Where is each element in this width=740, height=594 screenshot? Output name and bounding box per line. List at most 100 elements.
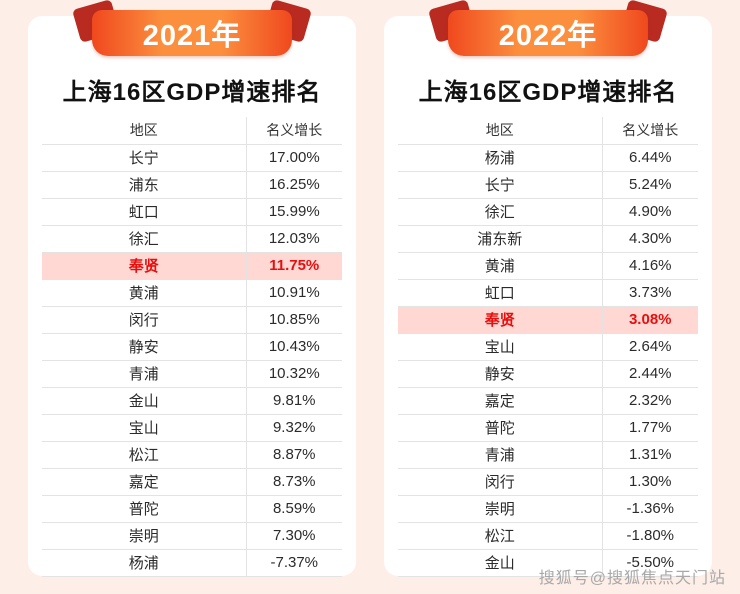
district-cell: 虹口 xyxy=(42,198,247,226)
column-header-growth: 名义增长 xyxy=(246,117,342,145)
district-cell: 浦东新 xyxy=(398,225,603,253)
column-header-district: 地区 xyxy=(398,117,603,145)
district-cell: 嘉定 xyxy=(398,387,603,415)
district-cell: 徐汇 xyxy=(42,225,247,253)
growth-cell: 10.43% xyxy=(246,333,342,361)
growth-cell: 10.85% xyxy=(246,306,342,334)
district-cell: 松江 xyxy=(398,522,603,550)
ribbon-banner: 2021年 xyxy=(92,10,292,56)
table-row: 普陀 1.77% xyxy=(398,414,698,442)
district-cell: 普陀 xyxy=(42,495,247,523)
table-row: 虹口 3.73% xyxy=(398,279,698,307)
table-row: 崇明 7.30% xyxy=(42,522,342,550)
district-cell: 长宁 xyxy=(42,144,247,172)
year-label: 2022年 xyxy=(498,20,598,52)
growth-cell: 1.30% xyxy=(602,468,698,496)
district-cell: 黄浦 xyxy=(42,279,247,307)
panel-title: 上海16区GDP增速排名 xyxy=(418,79,678,106)
growth-cell: -5.50% xyxy=(602,549,698,577)
table-row: 闵行 10.85% xyxy=(42,306,342,334)
table-row: 松江 -1.80% xyxy=(398,522,698,550)
table-row: 宝山 2.64% xyxy=(398,333,698,361)
growth-cell: 4.90% xyxy=(602,198,698,226)
district-cell: 闵行 xyxy=(42,306,247,334)
growth-cell: 6.44% xyxy=(602,144,698,172)
growth-cell: 5.24% xyxy=(602,171,698,199)
district-cell: 青浦 xyxy=(42,360,247,388)
growth-cell: 12.03% xyxy=(246,225,342,253)
panel-title: 上海16区GDP增速排名 xyxy=(62,79,322,106)
growth-cell: 7.30% xyxy=(246,522,342,550)
growth-cell: 17.00% xyxy=(246,144,342,172)
header-row: 地区 名义增长 xyxy=(42,117,342,145)
table-row: 金山 -5.50% xyxy=(398,549,698,577)
table-row: 长宁 5.24% xyxy=(398,171,698,199)
year-ribbon-2021: 2021年 xyxy=(42,0,342,58)
growth-cell: 8.87% xyxy=(246,441,342,469)
growth-cell: 9.81% xyxy=(246,387,342,415)
table-row: 宝山 9.32% xyxy=(42,414,342,442)
district-cell: 金山 xyxy=(398,549,603,577)
growth-cell: 4.16% xyxy=(602,252,698,280)
year-label: 2021年 xyxy=(142,20,242,52)
table-row: 黄浦 10.91% xyxy=(42,279,342,307)
watermark: 搜狐号@搜狐焦点天门站 xyxy=(538,570,726,587)
table-row: 虹口 15.99% xyxy=(42,198,342,226)
table-row: 崇明 -1.36% xyxy=(398,495,698,523)
growth-cell: 3.08% xyxy=(602,306,698,334)
district-cell: 青浦 xyxy=(398,441,603,469)
table-row: 黄浦 4.16% xyxy=(398,252,698,280)
growth-cell: 15.99% xyxy=(246,198,342,226)
growth-cell: 1.77% xyxy=(602,414,698,442)
table-row: 杨浦 -7.37% xyxy=(42,549,342,577)
district-cell: 长宁 xyxy=(398,171,603,199)
district-cell: 杨浦 xyxy=(42,549,247,577)
table-row: 杨浦 6.44% xyxy=(398,144,698,172)
table-row: 嘉定 8.73% xyxy=(42,468,342,496)
table-row: 金山 9.81% xyxy=(42,387,342,415)
growth-cell: 2.32% xyxy=(602,387,698,415)
growth-cell: 2.64% xyxy=(602,333,698,361)
district-cell: 静安 xyxy=(398,360,603,388)
growth-cell: 10.32% xyxy=(246,360,342,388)
table-row: 闵行 1.30% xyxy=(398,468,698,496)
district-cell: 杨浦 xyxy=(398,144,603,172)
district-cell: 黄浦 xyxy=(398,252,603,280)
growth-cell: 8.59% xyxy=(246,495,342,523)
district-cell: 宝山 xyxy=(42,414,247,442)
panel-2021: 2021年 上海16区GDP增速排名 地区 名义增长 长宁 17.00% 浦东 16.… xyxy=(28,0,356,577)
growth-cell: -1.80% xyxy=(602,522,698,550)
table-row: 长宁 17.00% xyxy=(42,144,342,172)
table-row: 浦东 16.25% xyxy=(42,171,342,199)
growth-cell: -1.36% xyxy=(602,495,698,523)
ribbon-banner: 2022年 xyxy=(448,10,648,56)
district-cell: 崇明 xyxy=(42,522,247,550)
growth-cell: 4.30% xyxy=(602,225,698,253)
table-row: 松江 8.87% xyxy=(42,441,342,469)
district-cell: 虹口 xyxy=(398,279,603,307)
growth-cell: 10.91% xyxy=(246,279,342,307)
table-row: 静安 10.43% xyxy=(42,333,342,361)
district-cell: 松江 xyxy=(42,441,247,469)
district-cell: 嘉定 xyxy=(42,468,247,496)
year-ribbon-2022: 2022年 xyxy=(398,0,698,58)
table-row: 静安 2.44% xyxy=(398,360,698,388)
table-row: 嘉定 2.32% xyxy=(398,387,698,415)
district-cell: 奉贤 xyxy=(398,306,603,334)
district-cell: 徐汇 xyxy=(398,198,603,226)
table-row: 浦东新 4.30% xyxy=(398,225,698,253)
district-cell: 金山 xyxy=(42,387,247,415)
column-header-growth: 名义增长 xyxy=(602,117,698,145)
growth-cell: 1.31% xyxy=(602,441,698,469)
district-cell: 静安 xyxy=(42,333,247,361)
header-row: 地区 名义增长 xyxy=(398,117,698,145)
gdp-table-2022: 地区 名义增长 杨浦 6.44% 长宁 5.24% 徐汇 4.90% 浦东新 4.30% 黄浦 4… xyxy=(398,117,698,577)
growth-cell: 2.44% xyxy=(602,360,698,388)
district-cell: 闵行 xyxy=(398,468,603,496)
district-cell: 奉贤 xyxy=(42,252,247,280)
gdp-table-2021: 地区 名义增长 长宁 17.00% 浦东 16.25% 虹口 15.99% 徐汇 12.03%… xyxy=(42,117,342,577)
district-cell: 宝山 xyxy=(398,333,603,361)
table-row: 徐汇 4.90% xyxy=(398,198,698,226)
growth-cell: 8.73% xyxy=(246,468,342,496)
